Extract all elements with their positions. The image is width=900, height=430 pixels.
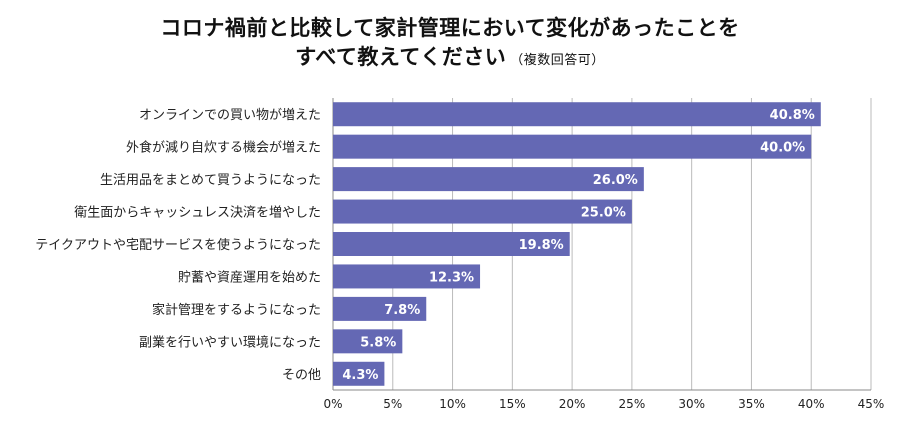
x-tick-label: 40% [798,397,825,411]
value-label: 40.8% [770,108,815,123]
value-label: 40.0% [760,141,805,156]
bar [333,134,812,159]
x-tick-label: 15% [499,397,526,411]
bar [333,329,403,354]
bar [333,167,644,192]
bar [333,199,632,224]
value-label: 19.8% [519,238,564,253]
value-label: 7.8% [384,303,420,318]
category-label: オンラインでの買い物が増えた [139,108,321,123]
x-tick-label: 5% [383,397,402,411]
x-tick-label: 20% [559,397,586,411]
value-label: 5.8% [360,335,396,350]
category-label: 家計管理をするようになった [152,302,321,318]
chart-title-line-1: コロナ禍前と比較して家計管理において変化があったことを [160,16,740,40]
x-tick-label: 25% [619,397,646,411]
bar [333,361,385,386]
x-tick-label: 0% [323,397,342,411]
category-label: 生活用品をまとめて買うようになった [100,173,321,188]
value-label: 26.0% [593,173,638,188]
x-tick-label: 10% [439,397,466,411]
x-tick-label: 35% [738,397,765,411]
value-label: 12.3% [429,270,474,285]
category-label: 衛生面からキャッシュレス決済を増やした [74,205,321,221]
chart-title-note: （複数回答可） [510,53,605,68]
category-label: 副業を行いやすい環境になった [139,334,321,350]
x-tick-label: 30% [678,397,705,411]
chart-title-main: すべて教えてください [295,45,507,69]
bar [333,296,427,321]
category-label: 貯蓄や資産運用を始めた [178,269,321,285]
bar [333,102,821,127]
value-label: 25.0% [581,206,626,221]
x-tick-label: 45% [858,397,885,411]
bar [333,232,570,256]
category-label: テイクアウトや宅配サービスを使うようになった [35,237,321,253]
bar [333,264,481,289]
value-label: 4.3% [342,368,378,383]
chart-title: コロナ禍前と比較して家計管理において変化があったことを すべて教えてください （複… [0,14,900,75]
category-label: その他 [282,368,321,383]
chart-title-line-2: すべて教えてください （複数回答可） [0,43,900,75]
category-label: 外食が減り自炊する機会が増えた [126,140,321,156]
